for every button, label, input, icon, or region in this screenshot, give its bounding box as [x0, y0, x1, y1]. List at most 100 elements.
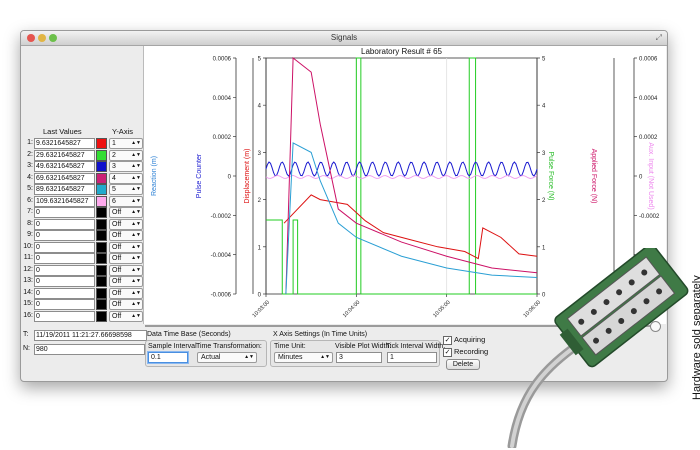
- zoom-window-button[interactable]: [49, 34, 57, 42]
- signal-value-field[interactable]: 0: [34, 207, 95, 218]
- displacement-series: [283, 194, 538, 260]
- signal-index: 3:: [27, 162, 33, 169]
- signal-value-field[interactable]: 49.6321645827: [34, 161, 95, 172]
- signal-axis-select[interactable]: 1 ▲▼: [109, 138, 143, 149]
- signal-color-swatch[interactable]: [96, 218, 107, 230]
- close-window-button[interactable]: [27, 34, 35, 42]
- signal-axis-select[interactable]: Off ▲▼: [109, 287, 143, 299]
- signal-row: 12: 0 Off ▲▼: [23, 264, 143, 276]
- signal-value-field[interactable]: 0: [34, 310, 95, 322]
- signal-color-swatch[interactable]: [96, 149, 107, 161]
- signal-axis-select[interactable]: 5 ▲▼: [109, 184, 143, 195]
- applied-force-series: [285, 56, 538, 295]
- signal-value-field[interactable]: 0: [34, 299, 95, 310]
- tick-label: 3: [258, 151, 262, 157]
- signal-value-field[interactable]: 89.6321645827: [34, 184, 95, 195]
- signal-axis-select[interactable]: Off ▲▼: [109, 299, 143, 310]
- signal-color-swatch[interactable]: [96, 184, 107, 195]
- count-field[interactable]: 980: [34, 344, 145, 355]
- sample-interval-label: Sample Interval: [148, 343, 197, 350]
- signal-axis-value: Off: [112, 301, 122, 308]
- signal-color-swatch[interactable]: [96, 195, 107, 207]
- signal-color-swatch[interactable]: [96, 253, 107, 264]
- signal-color-swatch[interactable]: [96, 276, 107, 287]
- tick-interval-width-input[interactable]: 1: [387, 352, 437, 363]
- stepper-arrows-icon: ▲▼: [131, 301, 141, 307]
- signal-axis-select[interactable]: 2 ▲▼: [109, 149, 143, 161]
- signal-axis-value: Off: [112, 278, 122, 285]
- signal-color-swatch[interactable]: [96, 241, 107, 253]
- signal-color-swatch[interactable]: [96, 161, 107, 172]
- signal-axis-select[interactable]: Off ▲▼: [109, 253, 143, 264]
- signal-axis-select[interactable]: Off ▲▼: [109, 310, 143, 322]
- stepper-arrows-icon: ▲▼: [131, 163, 141, 169]
- signal-value-field[interactable]: 0: [34, 276, 95, 287]
- signal-axis-select[interactable]: Off ▲▼: [109, 276, 143, 287]
- signal-axis-select[interactable]: 3 ▲▼: [109, 161, 143, 172]
- time-scroll-knob[interactable]: [650, 321, 661, 332]
- signal-axis-select[interactable]: Off ▲▼: [109, 207, 143, 218]
- signal-value-field[interactable]: 9.6321645827: [34, 138, 95, 149]
- signal-value-field[interactable]: 0: [34, 230, 95, 241]
- signal-row: 13: 0 Off ▲▼: [23, 275, 143, 287]
- signal-color-swatch[interactable]: [96, 287, 107, 299]
- axis-label: Aux. Input (Not Used): [647, 142, 654, 209]
- time-transformation-select[interactable]: Actual ▲▼: [197, 352, 257, 363]
- signal-color-swatch[interactable]: [96, 310, 107, 322]
- signal-value-field[interactable]: 0: [34, 241, 95, 253]
- signal-color-swatch[interactable]: [96, 230, 107, 241]
- visible-plot-width-input[interactable]: 3: [336, 352, 382, 363]
- signals-chart[interactable]: Laboratory Result # 65 0.0006 0.0004 0.0002…: [144, 46, 666, 324]
- signal-axis-select[interactable]: Off ▲▼: [109, 218, 143, 230]
- signal-index: 15:: [23, 300, 33, 307]
- pulse-counter-series: [265, 161, 538, 177]
- signal-row: 3: 49.6321645827 3 ▲▼: [23, 160, 143, 172]
- tick-label: 4: [542, 104, 546, 110]
- delete-button[interactable]: Delete: [446, 359, 480, 370]
- signal-color-swatch[interactable]: [96, 299, 107, 310]
- chart-title: Laboratory Result # 65: [361, 47, 442, 56]
- window-title: Signals: [330, 33, 358, 42]
- signal-axis-value: 4: [112, 174, 116, 182]
- signal-axis-value: Off: [112, 243, 122, 251]
- signal-axis-select[interactable]: Off ▲▼: [109, 264, 143, 276]
- signal-value-field[interactable]: 69.6321645827: [34, 172, 95, 184]
- axis-label: Applied Force (N): [590, 149, 597, 204]
- signal-value-field[interactable]: 0: [34, 287, 95, 299]
- stepper-arrows-icon: ▲▼: [131, 266, 141, 273]
- timestamp-label: T:: [23, 331, 29, 338]
- signal-color-swatch[interactable]: [96, 207, 107, 218]
- y-axis-header: Y-Axis: [112, 127, 133, 136]
- signal-value-field[interactable]: 29.6321645827: [34, 149, 95, 161]
- signal-axis-value: Off: [112, 312, 122, 320]
- tick-label: 0: [258, 293, 262, 299]
- signal-axis-select[interactable]: 4 ▲▼: [109, 172, 143, 184]
- signal-axis-select[interactable]: 6 ▲▼: [109, 195, 143, 207]
- stepper-arrows-icon: ▲▼: [131, 312, 141, 319]
- signals-window: Signals ⤢ Last Values Y-Axis 1: 9.6321645…: [20, 30, 668, 382]
- signal-value-field[interactable]: 0: [34, 253, 95, 264]
- tick-label: 0: [228, 175, 232, 181]
- signal-color-swatch[interactable]: [96, 264, 107, 276]
- acquiring-label: Acquiring: [454, 335, 486, 344]
- signal-value-field[interactable]: 109.6321645827: [34, 195, 95, 207]
- time-unit-select[interactable]: Minutes ▲▼: [274, 352, 333, 363]
- fullscreen-icon[interactable]: ⤢: [655, 33, 662, 42]
- signal-value-field[interactable]: 0: [34, 218, 95, 230]
- x-tick-label: 10:05:00: [432, 300, 451, 319]
- signal-axis-value: 1: [112, 140, 116, 147]
- time-scroll-track[interactable]: [145, 325, 655, 327]
- signal-axis-select[interactable]: Off ▲▼: [109, 241, 143, 253]
- signal-index: 13:: [23, 277, 33, 284]
- timestamp-field[interactable]: 11/19/2011 11:21:27.66698598: [34, 330, 147, 341]
- signal-color-swatch[interactable]: [96, 172, 107, 184]
- sample-interval-input[interactable]: 0.1: [148, 352, 188, 363]
- stepper-arrows-icon: ▲▼: [131, 174, 141, 181]
- signal-axis-value: 3: [112, 163, 116, 170]
- minimize-window-button[interactable]: [38, 34, 46, 42]
- recording-checkbox[interactable]: ✓ Recording: [443, 347, 488, 357]
- signal-value-field[interactable]: 0: [34, 264, 95, 276]
- signal-axis-select[interactable]: Off ▲▼: [109, 230, 143, 241]
- acquiring-checkbox[interactable]: ✓ Acquiring: [443, 335, 485, 345]
- signal-color-swatch[interactable]: [96, 138, 107, 149]
